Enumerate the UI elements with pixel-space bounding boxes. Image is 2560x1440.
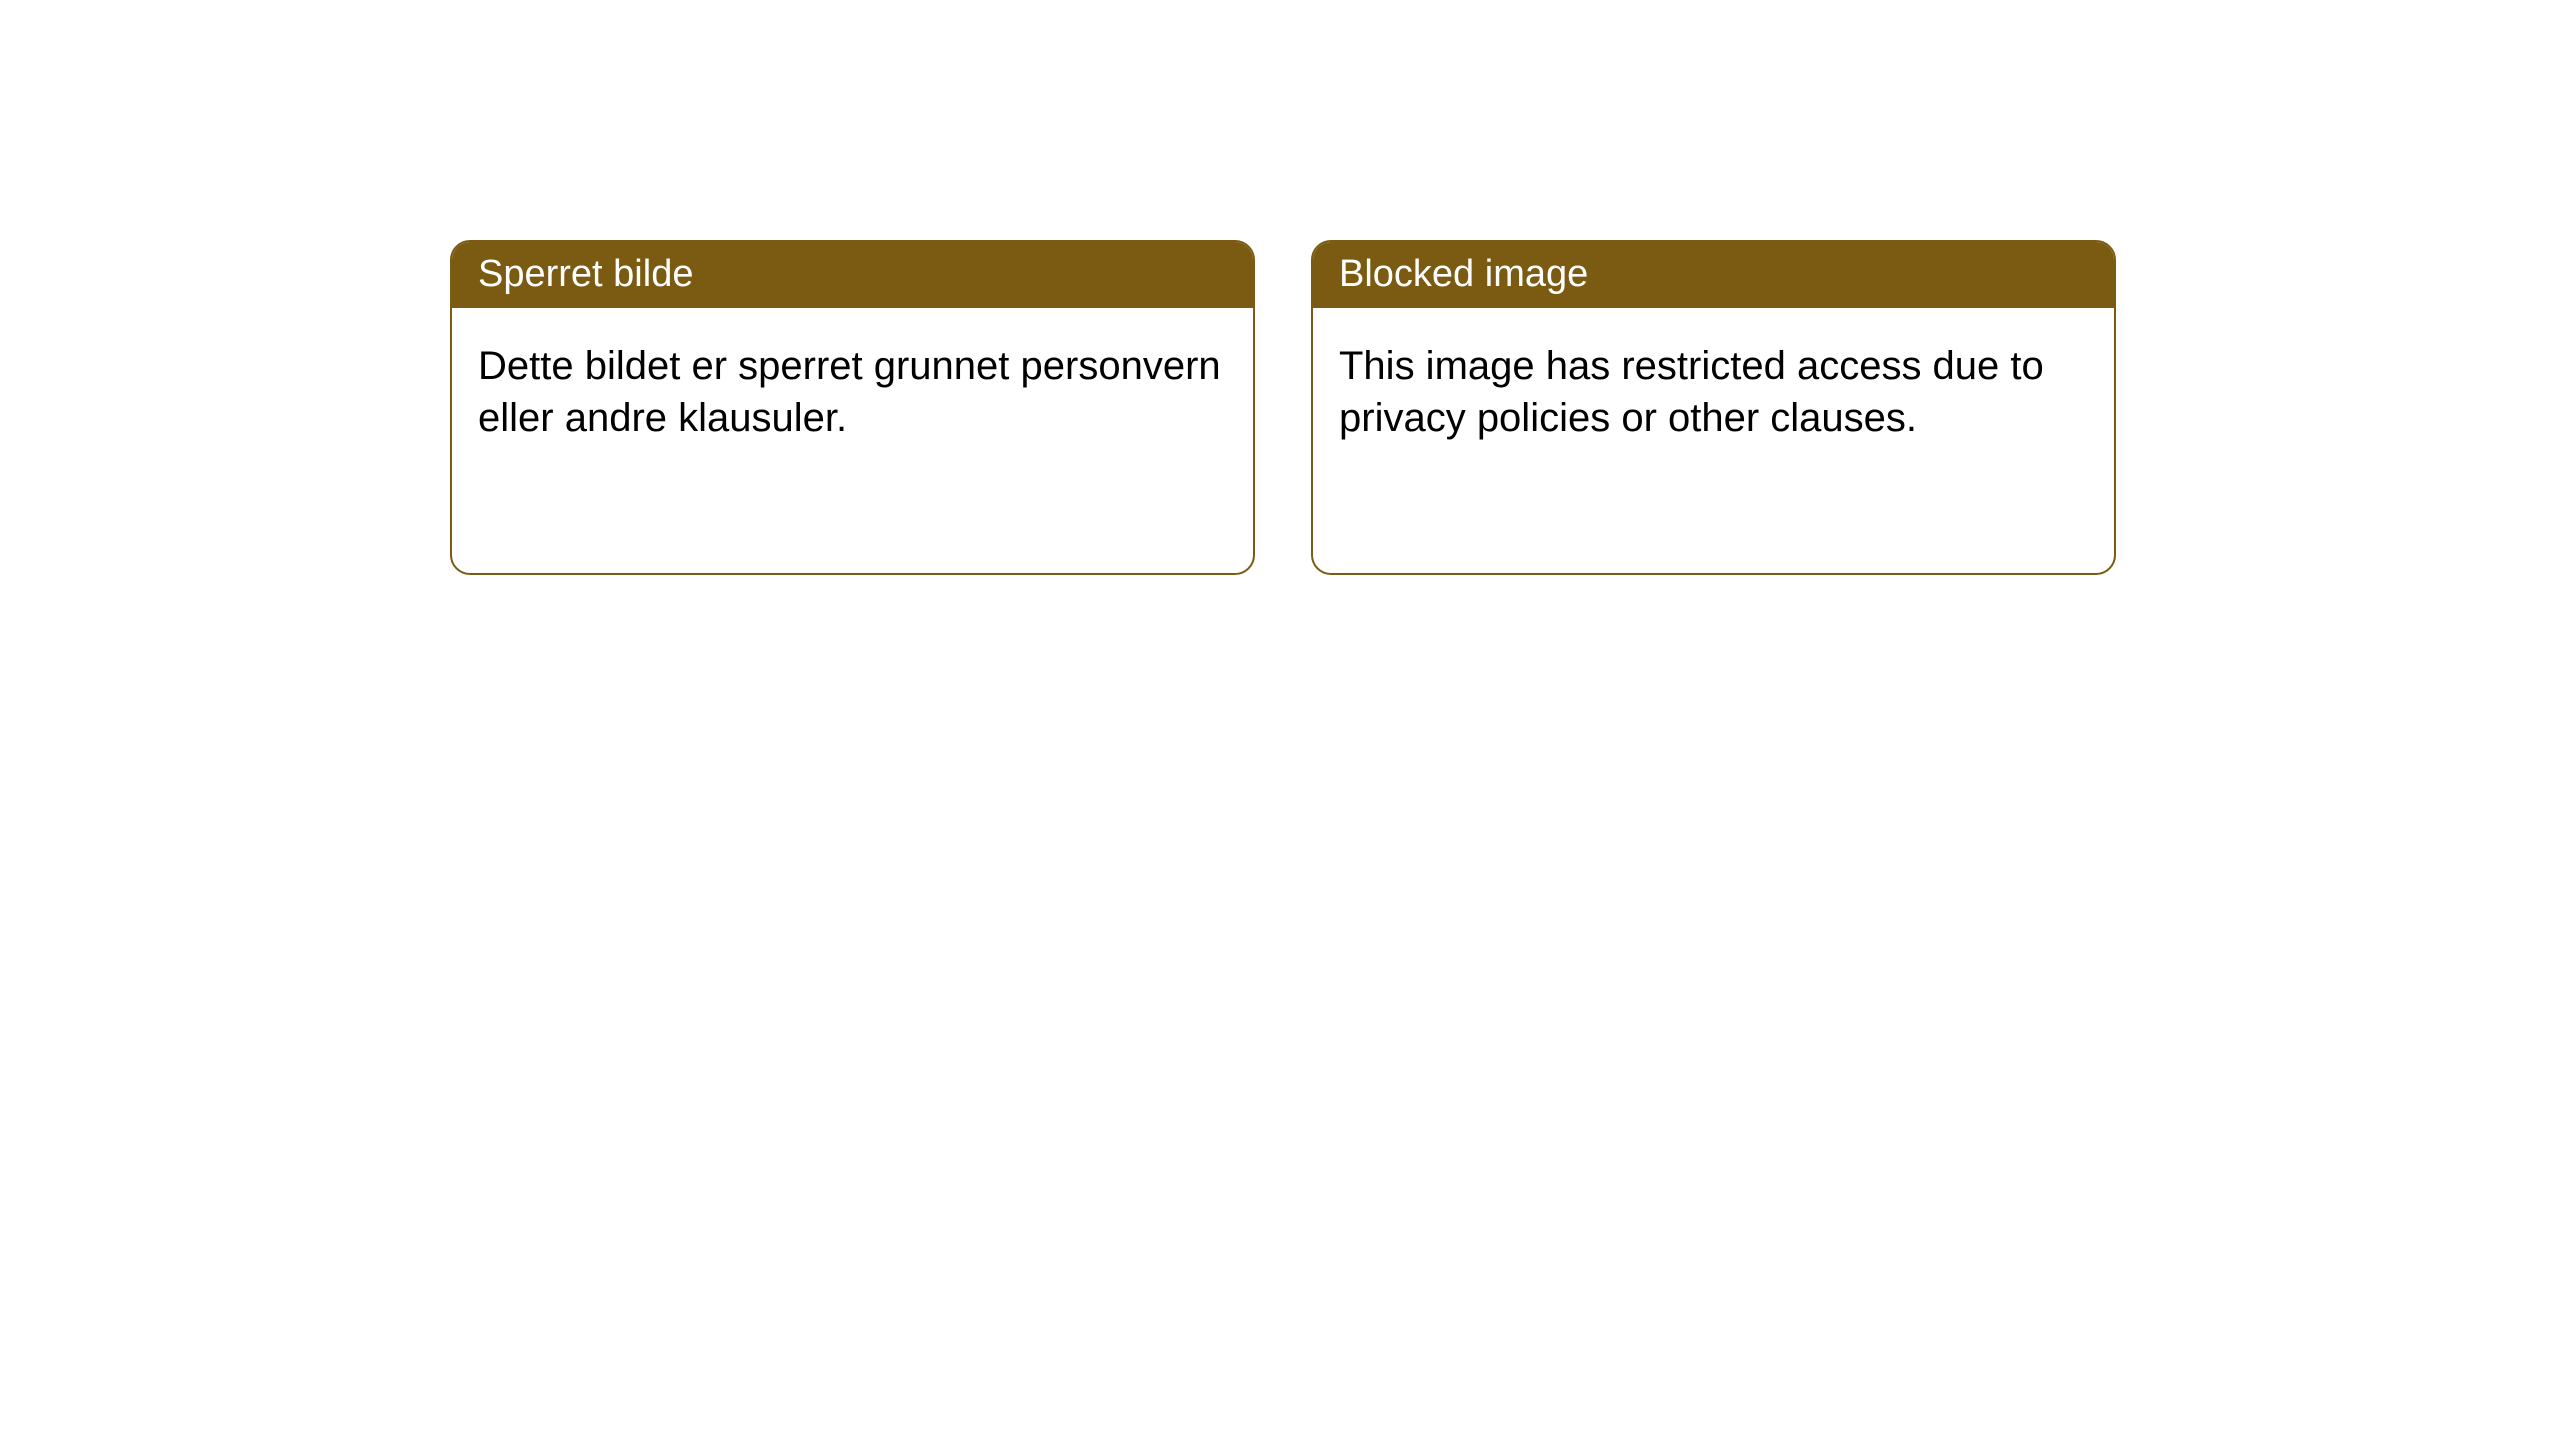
notice-header: Sperret bilde xyxy=(452,242,1253,308)
notice-body: Dette bildet er sperret grunnet personve… xyxy=(452,308,1253,573)
notice-body: This image has restricted access due to … xyxy=(1313,308,2114,573)
notice-card-english: Blocked image This image has restricted … xyxy=(1311,240,2116,575)
notice-header: Blocked image xyxy=(1313,242,2114,308)
notices-container: Sperret bilde Dette bildet er sperret gr… xyxy=(0,0,2560,575)
notice-card-norwegian: Sperret bilde Dette bildet er sperret gr… xyxy=(450,240,1255,575)
